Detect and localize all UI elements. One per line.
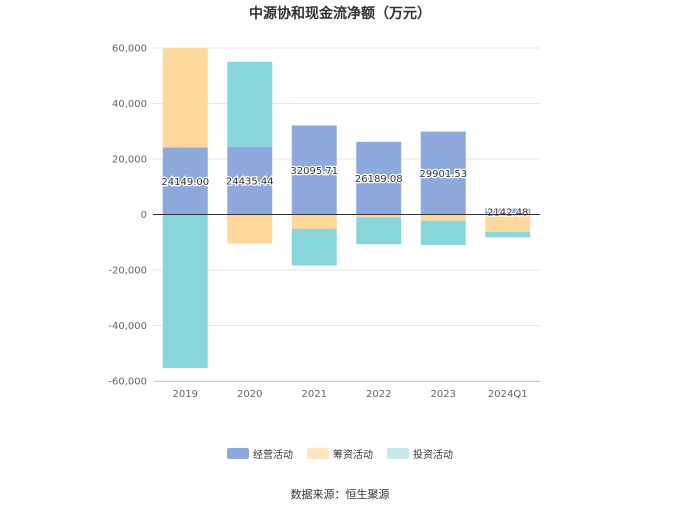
y-tick-label: -40,000 [108, 321, 147, 332]
bar-financing-2023[interactable] [420, 214, 466, 221]
legend: 经营活动 筹资活动 投资活动 [0, 446, 680, 461]
cash-flow-chart: 60,000 40,000 20,000 0 -20,000 -40,000 -60,000… [108, 44, 540, 400]
y-tick-label: -20,000 [108, 266, 147, 277]
legend-swatch-financing [307, 448, 329, 459]
bar-operating-2021[interactable] [291, 125, 337, 215]
y-axis: 60,000 40,000 20,000 0 -20,000 -40,000 -60,000 [108, 44, 147, 388]
grid-lines [153, 47, 540, 382]
data-label-operating-2024Q1: 2142.48 [487, 208, 528, 219]
legend-item-investing[interactable]: 投资活动 [387, 446, 453, 461]
bar-investing-2023[interactable] [420, 220, 466, 246]
data-label-operating-2021: 32095.71 [290, 166, 338, 177]
bar-operating-2020[interactable] [227, 146, 273, 215]
x-tick-label: 2024Q1 [488, 389, 528, 400]
y-tick-label: 20,000 [112, 155, 147, 166]
legend-label-financing: 筹资活动 [333, 450, 373, 461]
x-tick-label: 2019 [173, 389, 198, 400]
data-label-operating-2019: 24149.00 [161, 177, 209, 188]
bar-series [162, 48, 531, 368]
legend-item-financing[interactable]: 筹资活动 [307, 446, 373, 461]
legend-label-operating: 经营活动 [253, 450, 293, 461]
bar-investing-2024Q1[interactable] [485, 231, 531, 238]
bar-investing-2020[interactable] [227, 61, 273, 147]
bar-operating-2019[interactable] [162, 147, 208, 215]
bar-investing-2019[interactable] [162, 214, 208, 368]
bar-operating-2022[interactable] [356, 141, 402, 215]
data-source: 数据来源：恒生聚源 [290, 488, 390, 501]
y-tick-label: -60,000 [108, 377, 147, 388]
legend-label-investing: 投资活动 [413, 450, 453, 461]
legend-item-operating[interactable]: 经营活动 [227, 446, 293, 461]
bar-operating-2024Q1[interactable] [485, 208, 531, 215]
legend-swatch-investing [387, 448, 409, 459]
data-label-operating-2023: 29901.53 [419, 169, 467, 180]
bar-investing-2022[interactable] [356, 217, 402, 245]
x-tick-label: 2020 [237, 389, 262, 400]
y-tick-label: 0 [141, 210, 147, 221]
x-axis: 2019 2020 2021 2022 2023 2024Q1 [153, 214, 540, 400]
bar-investing-2021[interactable] [291, 228, 337, 266]
data-labels: 24149.00 24435.44 32095.71 26189.08 29901.53… [160, 165, 530, 220]
x-tick-label: 2021 [302, 389, 327, 400]
bar-operating-2023[interactable] [420, 131, 466, 215]
bar-financing-2020[interactable] [227, 214, 273, 244]
bar-financing-2022[interactable] [356, 214, 402, 218]
y-tick-label: 40,000 [112, 99, 147, 110]
x-tick-label: 2023 [431, 389, 456, 400]
y-tick-label: 60,000 [112, 44, 147, 55]
bar-financing-2021[interactable] [291, 214, 337, 229]
legend-swatch-operating [227, 448, 249, 459]
data-label-operating-2020: 24435.44 [226, 177, 274, 188]
x-tick-label: 2022 [366, 389, 391, 400]
chart-title: 中源协和现金流净额（万元） [249, 6, 431, 22]
data-label-operating-2022: 26189.08 [355, 174, 403, 185]
bar-financing-2024Q1[interactable] [485, 214, 531, 232]
bar-financing-2019[interactable] [162, 48, 208, 148]
